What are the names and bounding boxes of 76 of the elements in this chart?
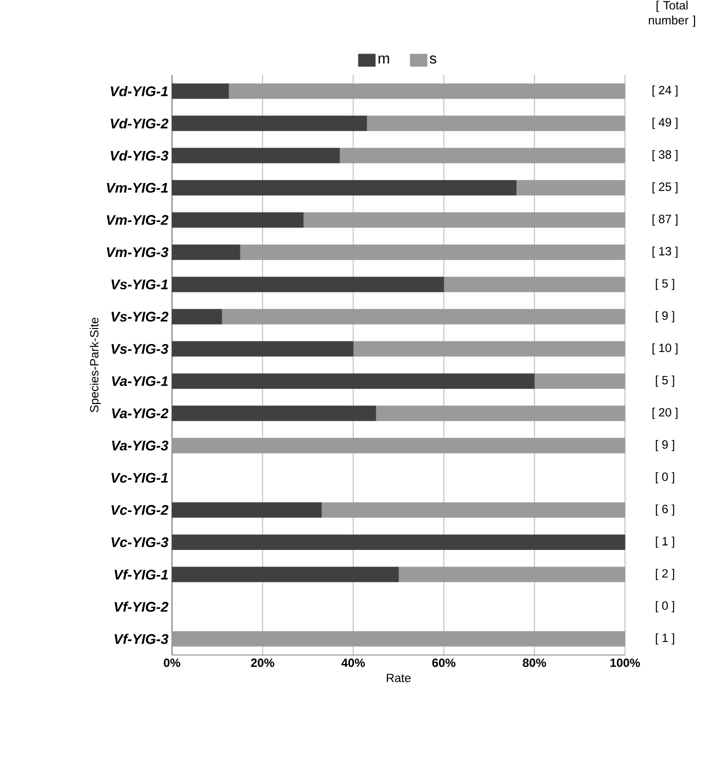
text: [ 5 ] [656, 278, 674, 290]
x-tick-label: 60% [432, 658, 456, 667]
x-tick-label: 80% [522, 658, 546, 667]
y-tick-label: Vf-YIG-2 [114, 602, 168, 612]
bar [172, 244, 240, 260]
y-axis-title: Species-Park-Site [90, 318, 101, 412]
bar [366, 116, 626, 132]
text: [ 25 ] [652, 182, 678, 194]
bar [172, 406, 376, 422]
bar [516, 180, 626, 196]
y-tick-label: Vc-YIG-1 [112, 472, 168, 483]
text: [ 13 ] [652, 246, 678, 258]
y-tick-label: Vm-YIG-2 [106, 215, 168, 225]
y-tick-label: Vc-YIG-2 [112, 505, 168, 515]
text: [ 2 ] [656, 568, 674, 580]
y-tick-label: Vf-YIG-3 [114, 634, 168, 644]
y-tick-label: Va-YIG-2 [112, 408, 168, 418]
text: [ 1 ] [656, 536, 674, 548]
x-tick-label: 100% [610, 658, 640, 667]
y-tick-label: Vd-YIG-2 [110, 118, 168, 128]
legend-label: m [378, 55, 390, 64]
x-tick-label: 40% [341, 658, 365, 667]
x-axis-title: Rate [386, 674, 411, 682]
bar [172, 212, 304, 228]
bar [376, 406, 626, 422]
bar [172, 308, 222, 324]
bar [172, 631, 626, 647]
bar [172, 83, 229, 99]
bar [172, 438, 626, 454]
bar [172, 341, 354, 357]
bar [172, 180, 516, 196]
text: [ 20 ] [652, 408, 678, 419]
bar [303, 212, 626, 228]
bar [353, 341, 626, 357]
y-tick-label: Vf-YIG-1 [114, 569, 168, 580]
text: [ Total number ] [648, 0, 696, 27]
bar [172, 534, 626, 550]
bar [172, 148, 340, 164]
bar [444, 276, 626, 292]
bar [172, 276, 444, 292]
bar [321, 502, 626, 518]
text: [ 38 ] [652, 150, 678, 162]
bar [222, 308, 626, 324]
legend-label: s [430, 56, 436, 64]
y-tick-label: Vs-YIG-1 [112, 280, 168, 290]
bar [172, 502, 322, 518]
text: [ 10 ] [652, 343, 678, 354]
text: [ 0 ] [656, 601, 674, 612]
y-tick-label: Va-YIG-1 [112, 376, 168, 386]
text: [ 24 ] [652, 86, 678, 97]
y-tick-label: Vd-YIG-3 [110, 150, 168, 161]
text: [ 87 ] [652, 214, 678, 226]
y-tick-label: Vm-YIG-1 [106, 182, 168, 193]
bar [534, 373, 626, 389]
bar [240, 244, 626, 260]
bar [228, 83, 626, 99]
y-tick-label: Vd-YIG-1 [110, 86, 168, 96]
y-tick-label: Vm-YIG-3 [106, 247, 168, 258]
y-tick-label: Vs-YIG-3 [112, 344, 168, 354]
text: [ 0 ] [656, 472, 674, 484]
bar [398, 566, 626, 582]
text: [ 9 ] [656, 311, 674, 322]
bar [172, 373, 535, 389]
bar [339, 148, 626, 164]
text: [ 6 ] [656, 504, 674, 516]
text: [ 49 ] [652, 118, 678, 129]
bar [172, 566, 399, 582]
text: [ 5 ] [656, 376, 674, 387]
bar [172, 116, 367, 132]
text: [ 1 ] [656, 633, 674, 644]
text: [ 9 ] [656, 440, 674, 452]
x-tick-label: 20% [251, 658, 274, 667]
y-tick-label: Va-YIG-3 [112, 440, 168, 451]
x-tick-label: 0% [164, 658, 180, 667]
y-tick-label: Vs-YIG-2 [112, 312, 168, 322]
y-tick-label: Vc-YIG-3 [112, 537, 168, 548]
